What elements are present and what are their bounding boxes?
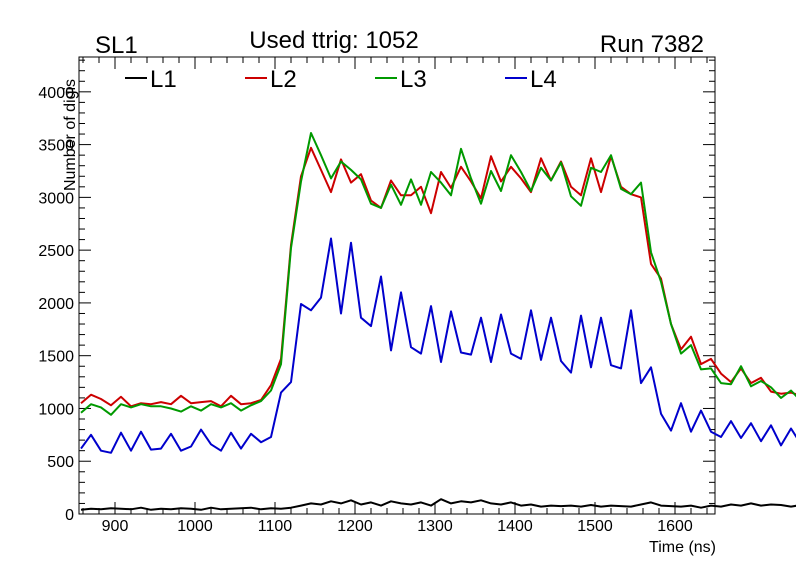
x-tick-label: 1200 — [337, 518, 373, 535]
y-tick-label: 2000 — [38, 296, 74, 313]
y-tick-label: 0 — [65, 507, 74, 524]
y-tick-label: 4000 — [38, 85, 74, 102]
chart-title: Used ttrig: 1052 — [249, 27, 418, 54]
plot-frame — [78, 56, 716, 515]
series-line-l1 — [80, 498, 796, 511]
series-line-l2 — [80, 146, 796, 408]
x-axis-label: Time (ns) — [649, 539, 716, 556]
x-tick-label: 1400 — [497, 518, 533, 535]
y-tick-label: 3000 — [38, 190, 74, 207]
series-line-l4 — [80, 237, 796, 454]
header-right: Run 7382 — [600, 31, 704, 58]
series-lines — [80, 132, 796, 511]
legend: L1 L2 L3 L4 — [125, 66, 557, 93]
header-left: SL1 — [95, 32, 138, 59]
y-tick-label: 1000 — [38, 401, 74, 418]
y-tick-label: 500 — [47, 454, 74, 471]
x-tick-label: 1500 — [577, 518, 613, 535]
x-tick-label: 1300 — [417, 518, 453, 535]
x-axis: 900 1000 1100 1200 1300 1400 1500 1600 — [82, 57, 708, 535]
x-tick-label: 1000 — [177, 518, 213, 535]
series-line-l3 — [80, 132, 796, 416]
x-tick-label: 1600 — [657, 518, 693, 535]
legend-label-l4: L4 — [530, 66, 557, 93]
x-tick-label: 900 — [102, 518, 129, 535]
legend-label-l2: L2 — [270, 66, 297, 93]
y-tick-label: 3500 — [38, 138, 74, 155]
y-axis-label: Number of digis — [62, 79, 79, 191]
y-tick-label: 1500 — [38, 349, 74, 366]
y-axis: 0 500 1000 1500 2000 2500 3000 3500 4000 — [38, 59, 715, 524]
x-tick-label: 1100 — [258, 518, 293, 535]
y-tick-label: 2500 — [38, 243, 74, 260]
legend-label-l1: L1 — [150, 66, 177, 93]
legend-label-l3: L3 — [400, 66, 427, 93]
